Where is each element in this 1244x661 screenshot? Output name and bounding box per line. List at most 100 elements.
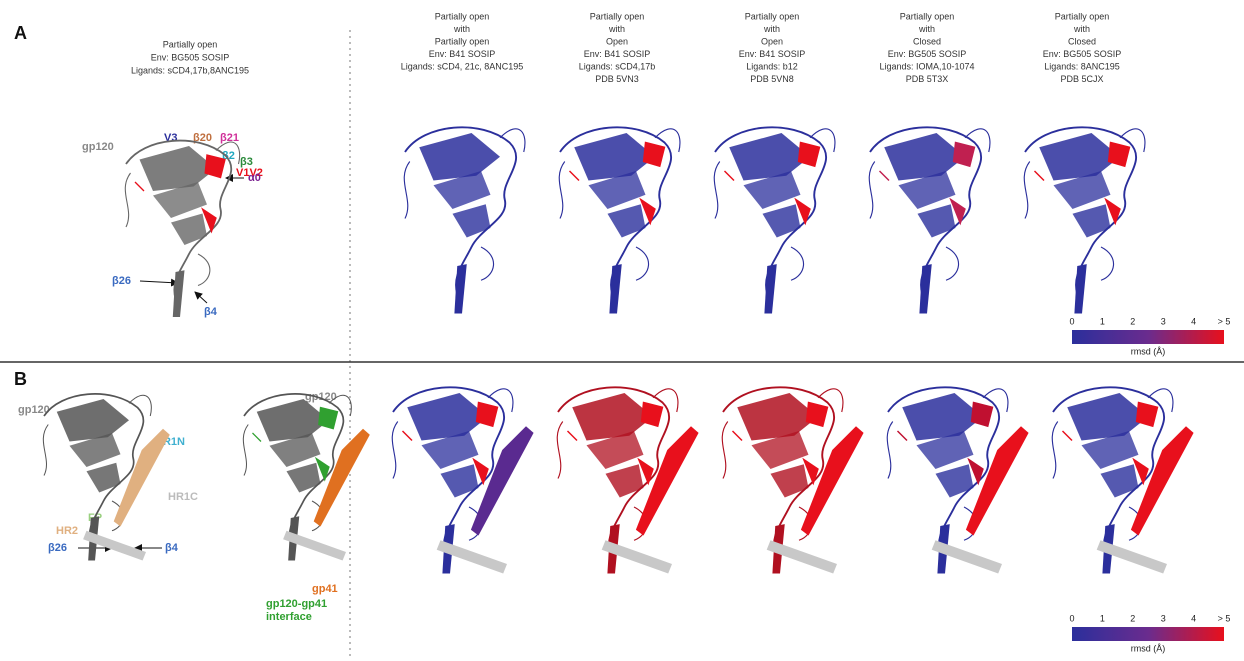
sheet (1073, 204, 1111, 237)
structure (722, 387, 863, 573)
strand (454, 264, 466, 313)
column-header: Partially open (745, 11, 800, 21)
colorbar-label: rmsd (Å) (1131, 346, 1166, 356)
column-header: with (918, 24, 935, 34)
colorbar-tick: 3 (1161, 316, 1166, 326)
structure (557, 387, 698, 573)
structure (714, 127, 835, 313)
annotation: β26 (112, 275, 131, 287)
structure (243, 394, 369, 561)
column-header: Ligands: IOMA,10-1074 (879, 61, 974, 71)
structure (1052, 387, 1193, 573)
sheet (918, 204, 956, 237)
column-header: PDB 5VN8 (750, 74, 794, 84)
helix (801, 426, 864, 535)
sheet (1101, 464, 1139, 497)
sheet (936, 464, 974, 497)
annotation: interface (266, 611, 312, 623)
colorbar-label: rmsd (Å) (1131, 643, 1166, 653)
structure (869, 127, 990, 313)
sheet (57, 399, 129, 442)
column-header: Env: BG505 SOSIP (1043, 49, 1122, 59)
sheet (606, 464, 644, 497)
structure (1024, 127, 1145, 313)
sheet (902, 393, 983, 441)
column-header: with (1073, 24, 1090, 34)
colorbar-tick: 4 (1191, 613, 1196, 623)
column-header: Ligands: sCD4, 21c, 8ANC195 (401, 61, 524, 71)
annotation: gp120-gp41 (266, 598, 327, 610)
figure: A B V3 β20 β21 gp120 β2 β3 V1V2 α0 β26 β… (0, 0, 1244, 656)
colorbar-tick: 2 (1130, 316, 1135, 326)
sheet (572, 393, 653, 441)
structure (404, 127, 525, 313)
strand (173, 270, 185, 317)
sheet (407, 393, 488, 441)
column-header: Closed (913, 36, 941, 46)
reference-text: Partially open (163, 39, 218, 49)
structure (392, 387, 533, 573)
column-header: Env: BG505 SOSIP (888, 49, 967, 59)
sheet (87, 463, 121, 493)
colorbar-tick: > 5 (1218, 613, 1231, 623)
sheet (763, 204, 801, 237)
column-header: Ligands: sCD4,17b (579, 61, 656, 71)
column-header: Open (761, 36, 783, 46)
colorbar (1072, 330, 1224, 344)
column-header: Partially open (435, 36, 490, 46)
colorbar-tick: 1 (1100, 316, 1105, 326)
annotation: gp120 (305, 391, 337, 403)
structure (125, 141, 239, 317)
strand (919, 264, 931, 313)
annotation: β4 (165, 542, 179, 554)
sheet (287, 463, 321, 493)
annotation: HR1C (168, 491, 198, 503)
panel-label: A (14, 23, 27, 43)
sheet (453, 204, 491, 237)
reference-text: Env: BG505 SOSIP (151, 52, 230, 62)
helix (471, 426, 534, 535)
column-header: PDB 5T3X (906, 74, 949, 84)
column-header: PDB 5CJX (1060, 74, 1103, 84)
column-header: Open (606, 36, 628, 46)
column-header: Env: B41 SOSIP (429, 49, 496, 59)
annotation: gp120 (82, 141, 114, 153)
colorbar (1072, 627, 1224, 641)
column-header: Env: B41 SOSIP (584, 49, 651, 59)
strand (609, 264, 621, 313)
colorbar-tick: 1 (1100, 613, 1105, 623)
column-header: Closed (1068, 36, 1096, 46)
sheet (419, 133, 500, 181)
sheet (729, 133, 810, 181)
strand (764, 264, 776, 313)
arrow (140, 281, 178, 283)
structure (887, 387, 1028, 573)
column-header: with (453, 24, 470, 34)
column-header: Partially open (435, 11, 490, 21)
column-header: with (763, 24, 780, 34)
panel-label: B (14, 369, 27, 389)
arrow (195, 292, 207, 303)
annotation: α0 (248, 172, 261, 184)
helix (314, 429, 370, 527)
column-header: Env: B41 SOSIP (739, 49, 806, 59)
annotation: HR2 (56, 525, 78, 537)
sheet (171, 214, 207, 246)
sheet (737, 393, 818, 441)
colorbar-tick: 2 (1130, 613, 1135, 623)
colorbar-tick: > 5 (1218, 316, 1231, 326)
helix (636, 426, 699, 535)
sheet (1067, 393, 1148, 441)
helix (1131, 426, 1194, 535)
column-header: PDB 5VN3 (595, 74, 639, 84)
column-header: with (608, 24, 625, 34)
sheet (771, 464, 809, 497)
sheet (608, 204, 646, 237)
sheet (140, 146, 217, 191)
sheet (257, 399, 329, 442)
column-header: Ligands: b12 (746, 61, 798, 71)
sheet (441, 464, 479, 497)
sheet (884, 133, 965, 181)
sheet (574, 133, 655, 181)
column-header: Partially open (1055, 11, 1110, 21)
